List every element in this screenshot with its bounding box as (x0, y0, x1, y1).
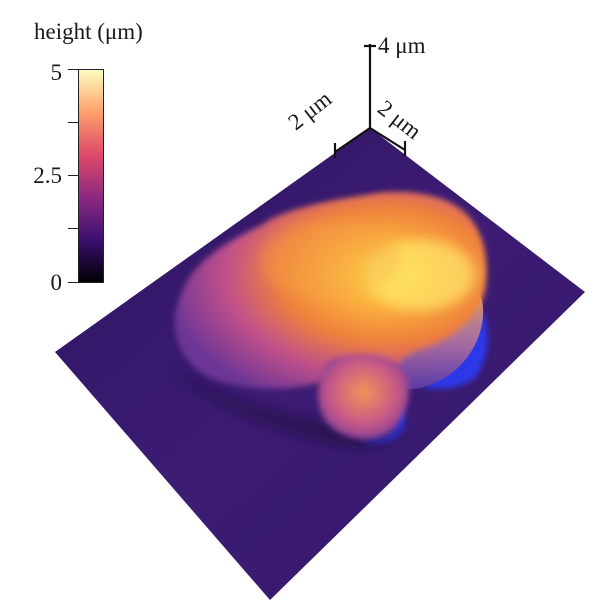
colorbar-tick (68, 175, 79, 176)
colorbar-label-min: 0 (50, 270, 63, 295)
axis-z-label: 4 μm (378, 33, 426, 58)
colorbar-tick (68, 69, 79, 70)
axis-x-line (334, 127, 371, 153)
cell-glow (260, 220, 400, 300)
colorbar (78, 69, 104, 283)
colorbar-tick (68, 282, 79, 283)
colorbar-tick (68, 228, 79, 229)
colorbar-tick (68, 122, 79, 123)
colorbar-label-mid: 2.5 (33, 163, 62, 188)
axis-y-line (369, 127, 406, 151)
colorbar-label-max: 5 (50, 60, 63, 85)
colorbar-title: height (μm) (34, 19, 143, 44)
axis-triad (333, 44, 407, 158)
cell-lobe (318, 354, 410, 440)
